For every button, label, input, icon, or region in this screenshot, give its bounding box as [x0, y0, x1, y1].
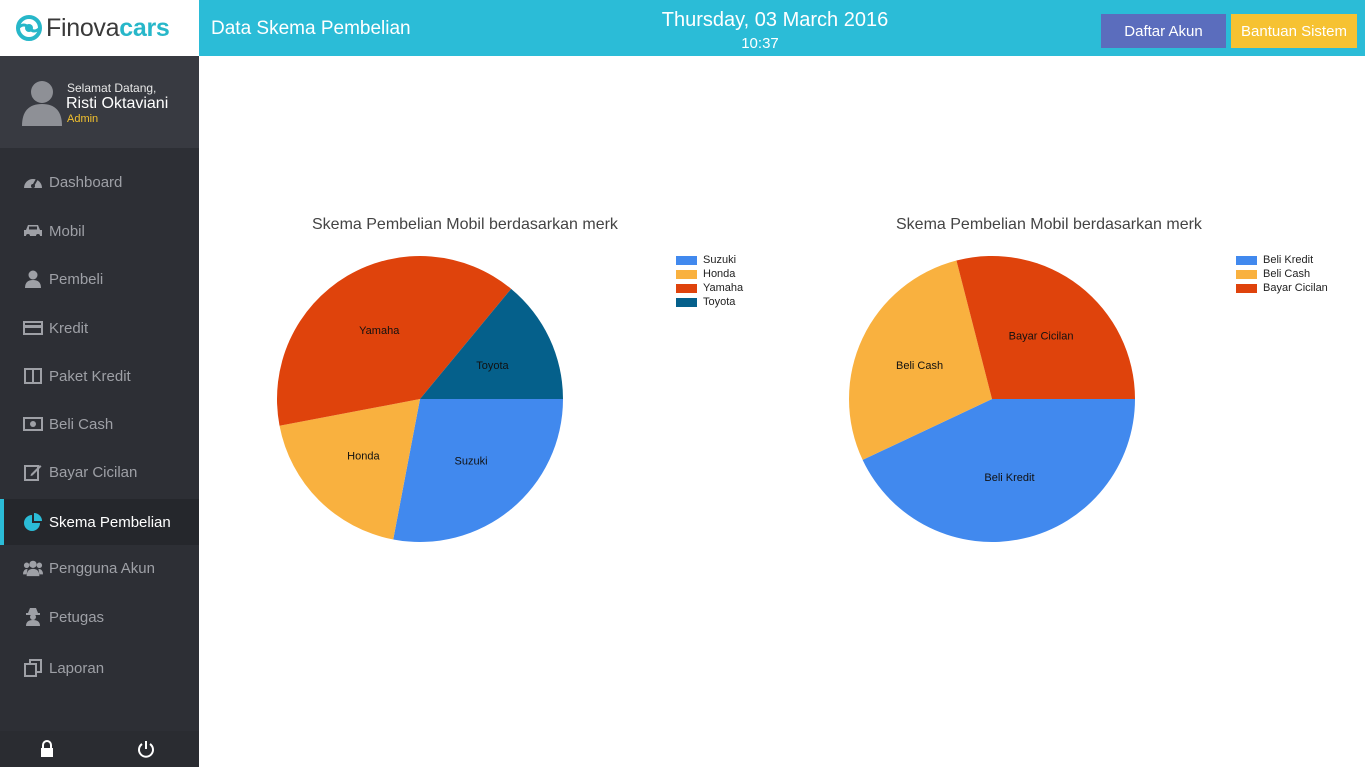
- sidebar-footer: [0, 731, 199, 767]
- lock-icon[interactable]: [38, 740, 56, 758]
- copy-icon: [23, 658, 43, 678]
- greeting-text: Selamat Datang,: [67, 81, 157, 95]
- legend-label: Yamaha: [703, 282, 744, 294]
- pie-chart-icon: [23, 512, 43, 532]
- sidebar-item-pembeli[interactable]: Pembeli: [0, 256, 199, 302]
- account-list-button[interactable]: Daftar Akun: [1101, 14, 1226, 48]
- edit-icon: [23, 462, 43, 482]
- legend-item[interactable]: Beli Cash: [1236, 267, 1328, 281]
- pie-slice-bayar-cicilan: [956, 256, 1135, 399]
- legend-item[interactable]: Toyota: [676, 295, 743, 309]
- dashboard-icon: [23, 172, 43, 192]
- legend-label: Honda: [703, 268, 736, 280]
- money-icon: [23, 414, 43, 434]
- legend-label: Beli Kredit: [1263, 254, 1314, 266]
- sidebar-item-petugas[interactable]: Petugas: [0, 594, 199, 640]
- legend-swatch: [1236, 283, 1257, 293]
- pie-slice-label: Beli Cash: [896, 360, 943, 372]
- brand-name-part2: cars: [119, 13, 170, 42]
- pie-slice-yamaha: [277, 256, 512, 426]
- pie-slice-label: Honda: [347, 451, 380, 463]
- user-name: Risti Oktaviani: [66, 95, 169, 112]
- legend-label: Toyota: [703, 296, 736, 308]
- sidebar-item-kredit[interactable]: Kredit: [0, 305, 199, 351]
- chart-legend: Beli Kredit Beli Cash Bayar Cicilan: [1236, 253, 1328, 295]
- sidebar-item-label: Kredit: [49, 319, 89, 337]
- pie-slice-beli-kredit: [862, 399, 1135, 542]
- sidebar-item-label: Beli Cash: [49, 415, 114, 433]
- user-profile: Selamat Datang, Risti Oktaviani Admin: [0, 56, 199, 148]
- current-time: 10:37: [741, 35, 779, 52]
- pie-slice-label: Toyota: [476, 360, 509, 372]
- pie-slice-label: Suzuki: [455, 456, 488, 468]
- top-bar: Finova cars Data Skema Pembelian Thursday…: [0, 0, 1365, 56]
- legend-swatch: [676, 283, 697, 293]
- chart-legend: Suzuki Honda Yamaha Toyota: [676, 253, 743, 309]
- legend-item[interactable]: Yamaha: [676, 281, 743, 295]
- legend-swatch: [676, 255, 697, 265]
- sidebar: Selamat Datang, Risti Oktaviani Admin Da…: [0, 56, 199, 767]
- sidebar-item-label: Laporan: [49, 659, 105, 677]
- legend-swatch: [676, 297, 697, 307]
- chart-title: Skema Pembelian Mobil berdasarkan merk: [896, 216, 1202, 233]
- logo-icon: [16, 15, 42, 41]
- sidebar-item-pengguna-akun[interactable]: Pengguna Akun: [0, 545, 199, 591]
- pie-slice-beli-cash: [849, 260, 992, 460]
- credit-card-icon: [23, 318, 43, 338]
- car-icon: [23, 221, 43, 241]
- system-help-button[interactable]: Bantuan Sistem: [1231, 14, 1357, 48]
- legend-label: Beli Cash: [1263, 268, 1311, 280]
- sidebar-item-paket-kredit[interactable]: Paket Kredit: [0, 353, 199, 399]
- sidebar-item-label: Mobil: [49, 222, 85, 240]
- sidebar-item-label: Paket Kredit: [49, 367, 131, 385]
- sidebar-item-label: Pembeli: [49, 270, 104, 288]
- avatar: [22, 81, 62, 126]
- pie-slice-suzuki: [393, 399, 563, 542]
- sidebar-item-label: Petugas: [49, 608, 105, 626]
- sidebar-item-laporan[interactable]: Laporan: [0, 645, 199, 691]
- user-role: Admin: [67, 113, 99, 125]
- legend-label: Suzuki: [703, 254, 737, 266]
- power-icon[interactable]: [137, 740, 155, 758]
- columns-icon: [23, 366, 43, 386]
- legend-item[interactable]: Beli Kredit: [1236, 253, 1328, 267]
- chart-title: Skema Pembelian Mobil berdasarkan merk: [312, 216, 618, 233]
- page-title: Data Skema Pembelian: [211, 18, 411, 39]
- sidebar-item-bayar-cicilan[interactable]: Bayar Cicilan: [0, 449, 199, 495]
- sidebar-item-label: Bayar Cicilan: [49, 463, 138, 481]
- pie-slice-honda: [279, 399, 420, 540]
- current-date: Thursday, 03 March 2016: [661, 9, 889, 31]
- user-secret-icon: [23, 607, 43, 627]
- legend-swatch: [1236, 269, 1257, 279]
- pie-slice-toyota: [420, 288, 563, 399]
- sidebar-item-dashboard[interactable]: Dashboard: [0, 159, 199, 205]
- legend-swatch: [1236, 255, 1257, 265]
- pie-slice-label: Beli Kredit: [984, 472, 1034, 484]
- sidebar-item-skema-pembelian[interactable]: Skema Pembelian: [0, 499, 199, 545]
- users-icon: [23, 558, 43, 578]
- legend-item[interactable]: Honda: [676, 267, 743, 281]
- sidebar-item-label: Pengguna Akun: [49, 559, 155, 577]
- legend-item[interactable]: Bayar Cicilan: [1236, 281, 1328, 295]
- user-icon: [23, 269, 43, 289]
- sidebar-item-label: Skema Pembelian: [49, 513, 171, 531]
- pie-slice-label: Bayar Cicilan: [1009, 331, 1074, 343]
- brand-name-part1: Finova: [46, 13, 120, 42]
- sidebar-item-beli-cash[interactable]: Beli Cash: [0, 401, 199, 447]
- sidebar-item-mobil[interactable]: Mobil: [0, 208, 199, 254]
- sidebar-item-label: Dashboard: [49, 173, 123, 191]
- legend-label: Bayar Cicilan: [1263, 282, 1328, 294]
- legend-item[interactable]: Suzuki: [676, 253, 743, 267]
- legend-swatch: [676, 269, 697, 279]
- brand-logo[interactable]: Finova cars: [0, 0, 199, 56]
- pie-slice-label: Yamaha: [359, 325, 400, 337]
